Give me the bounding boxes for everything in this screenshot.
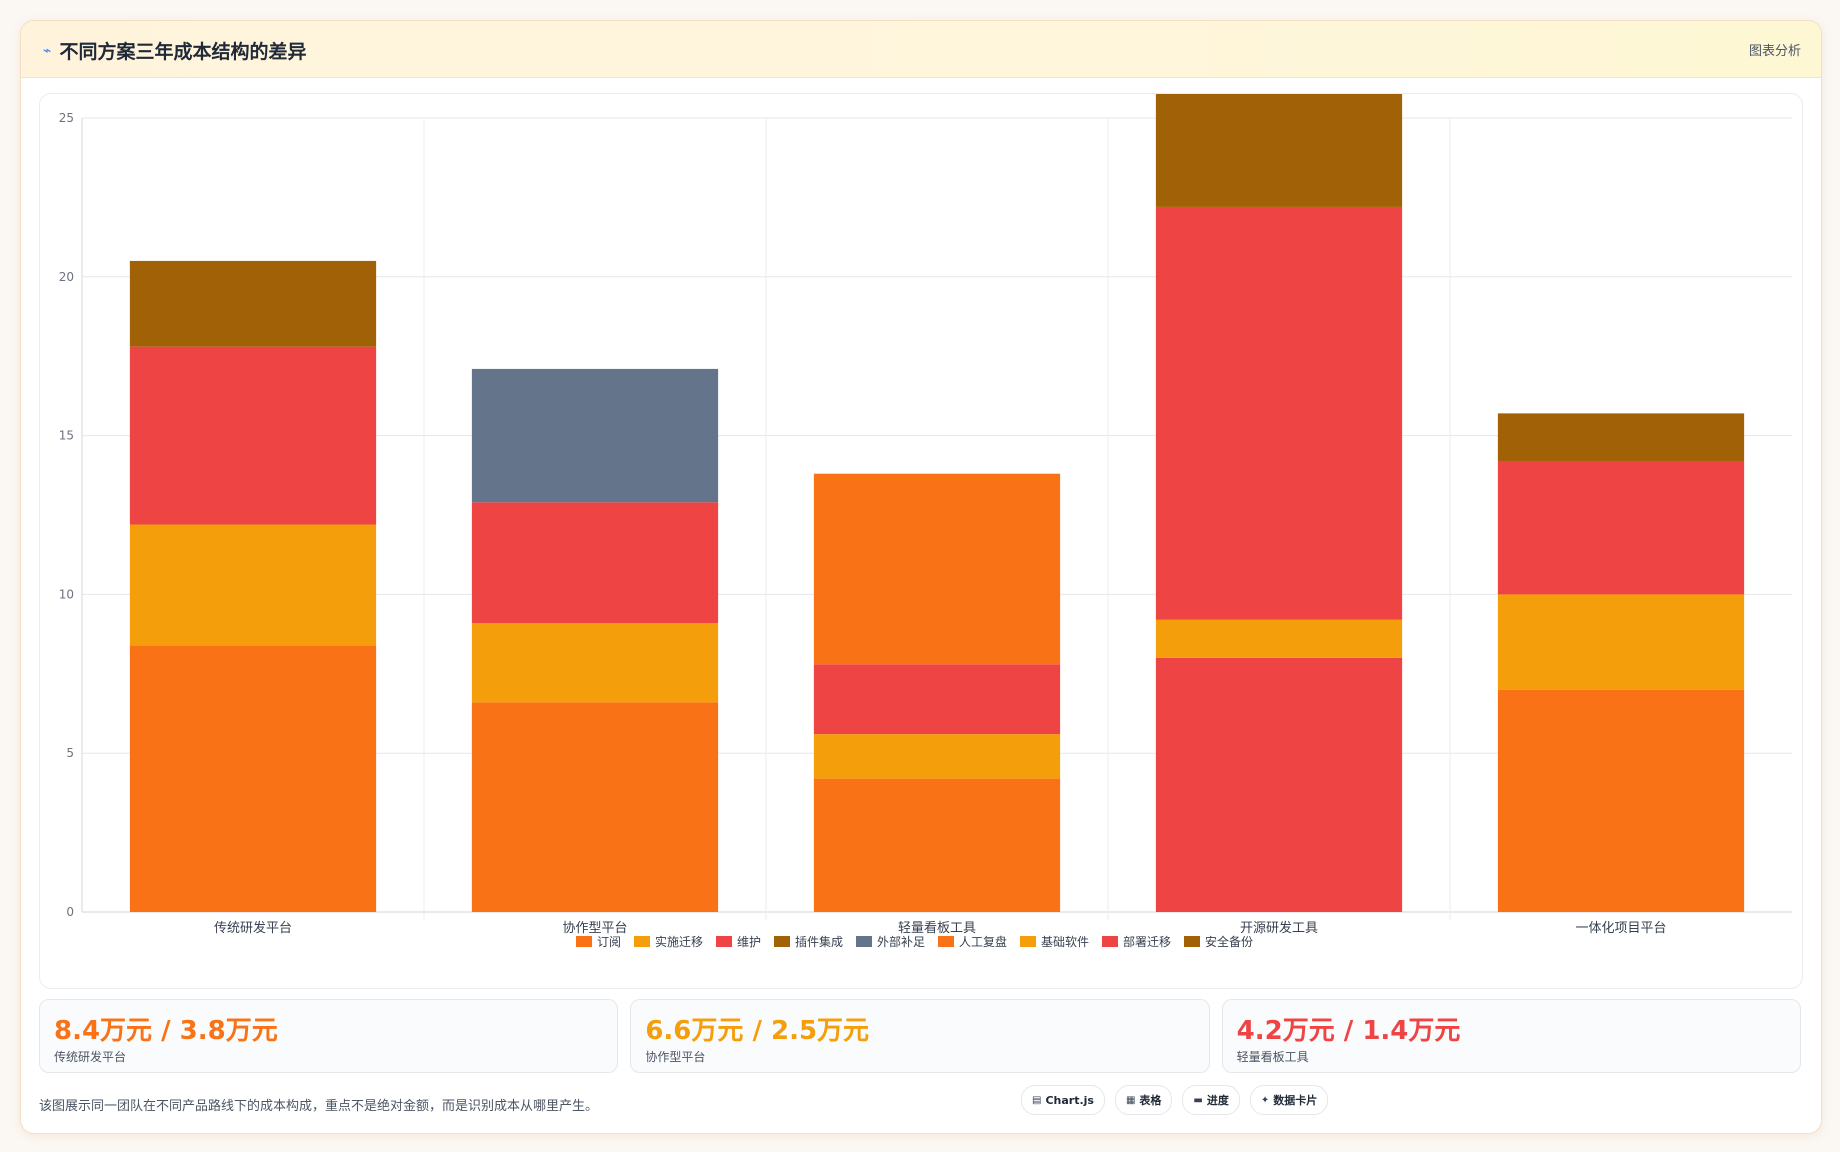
bar-segment bbox=[1497, 461, 1745, 595]
bar-segment bbox=[129, 346, 377, 525]
x-tick-label: 开源研发工具 bbox=[1240, 920, 1318, 936]
stat-value: 8.4万元 / 3.8万元 bbox=[54, 1016, 278, 1046]
legend-swatch bbox=[716, 936, 732, 947]
stacked-bar-chart: 0 5 10 15 20 25 传统研发平台 协作型平台 轻量看板工具 开源研发工具 一体化项目平台… bbox=[59, 94, 1792, 949]
bar-segment bbox=[1155, 206, 1403, 620]
y-tick-label: 25 bbox=[59, 111, 74, 125]
y-tick-label: 15 bbox=[59, 429, 74, 443]
legend-label: 安全备份 bbox=[1205, 934, 1253, 949]
bar-segment bbox=[471, 622, 719, 703]
legend-swatch bbox=[1102, 936, 1118, 947]
legend-label: 外部补足 bbox=[877, 934, 925, 949]
x-tick-label: 传统研发平台 bbox=[214, 920, 292, 936]
tag-progress[interactable]: ▬ 进度 bbox=[1182, 1085, 1240, 1115]
bar-segment bbox=[471, 502, 719, 623]
footer-tags: ▤ Chart.js ▦ 表格 ▬ 进度 ✦ 数据卡片 bbox=[1021, 1085, 1329, 1115]
chart-analysis-button[interactable]: 图表分析 bbox=[1748, 44, 1801, 59]
bar-segment bbox=[129, 645, 377, 912]
bar-segment bbox=[1497, 413, 1745, 462]
bar-segment bbox=[129, 260, 377, 347]
y-tick-label: 10 bbox=[59, 587, 74, 601]
card-header: ⌁ 不同方案三年成本结构的差异 图表分析 bbox=[21, 21, 1821, 78]
tag-data-card[interactable]: ✦ 数据卡片 bbox=[1249, 1085, 1329, 1115]
legend-swatch bbox=[856, 936, 872, 947]
bar-segment bbox=[813, 664, 1061, 735]
tag-chartjs[interactable]: ▤ Chart.js bbox=[1021, 1085, 1105, 1115]
stat-value: 4.2万元 / 1.4万元 bbox=[1236, 1016, 1461, 1046]
legend-swatch bbox=[634, 936, 650, 947]
footer-note: 该图展示同一团队在不同产品路线下的成本构成，重点不是绝对金额，而是识别成本从哪里… bbox=[39, 1099, 599, 1114]
legend-swatch bbox=[938, 936, 954, 947]
legend-label: 订阅 bbox=[597, 935, 621, 949]
legend-swatch bbox=[1184, 936, 1200, 947]
title-text: 不同方案三年成本结构的差异 bbox=[59, 41, 307, 63]
card-icon: ✦ bbox=[1260, 1094, 1270, 1106]
y-tick-label: 20 bbox=[59, 270, 74, 284]
tag-label: 表格 bbox=[1139, 1094, 1162, 1107]
tag-label: Chart.js bbox=[1045, 1093, 1094, 1107]
bar-segment bbox=[129, 524, 377, 646]
bar-segment bbox=[813, 734, 1061, 779]
trend-icon: ⌁ bbox=[43, 42, 52, 59]
stat-card: 4.2万元 / 1.4万元 轻量看板工具 bbox=[1221, 999, 1801, 1073]
chart-icon: ▤ bbox=[1032, 1094, 1042, 1106]
y-tick-label: 0 bbox=[66, 905, 74, 919]
legend-label: 维护 bbox=[737, 935, 761, 949]
legend-swatch bbox=[576, 936, 592, 947]
bar-segment bbox=[1497, 594, 1745, 690]
stat-label: 传统研发平台 bbox=[54, 1050, 127, 1064]
bar-segment bbox=[813, 473, 1061, 665]
legend-label: 部署迁移 bbox=[1123, 934, 1171, 949]
stat-label: 协作型平台 bbox=[645, 1050, 706, 1064]
bar-segment bbox=[1155, 94, 1403, 207]
legend-swatch bbox=[774, 936, 790, 947]
page-title: ⌁ 不同方案三年成本结构的差异 bbox=[43, 37, 306, 64]
tag-label: 数据卡片 bbox=[1273, 1094, 1318, 1107]
legend-label: 基础软件 bbox=[1041, 935, 1089, 949]
x-tick-label: 一体化项目平台 bbox=[1575, 921, 1666, 936]
y-tick-label: 5 bbox=[66, 746, 74, 760]
chart-card: ⌁ 不同方案三年成本结构的差异 图表分析 0 5 10 15 20 25 传统研发平台 协作型… bbox=[20, 20, 1822, 1134]
progress-icon: ▬ bbox=[1193, 1094, 1203, 1106]
stat-label: 轻量看板工具 bbox=[1236, 1050, 1309, 1064]
stat-value: 6.6万元 / 2.5万元 bbox=[645, 1016, 870, 1046]
bar-segment bbox=[471, 368, 719, 503]
bar-segment bbox=[1497, 689, 1745, 912]
bar-segment bbox=[1155, 619, 1403, 658]
tag-table[interactable]: ▦ 表格 bbox=[1114, 1085, 1173, 1115]
legend-label: 人工复盘 bbox=[959, 934, 1007, 949]
legend-label: 实施迁移 bbox=[655, 934, 703, 949]
tag-label: 进度 bbox=[1206, 1094, 1229, 1107]
table-icon: ▦ bbox=[1125, 1094, 1136, 1106]
stat-card: 6.6万元 / 2.5万元 协作型平台 bbox=[630, 999, 1210, 1073]
chart-panel: 0 5 10 15 20 25 传统研发平台 协作型平台 轻量看板工具 开源研发工具 一体化项目平台… bbox=[39, 93, 1803, 989]
bar-segment bbox=[813, 778, 1061, 912]
legend-swatch bbox=[1020, 936, 1036, 947]
stat-card: 8.4万元 / 3.8万元 传统研发平台 bbox=[39, 999, 619, 1073]
bar-segment bbox=[1155, 657, 1403, 912]
x-tick-label: 轻量看板工具 bbox=[898, 920, 976, 936]
x-tick-label: 协作型平台 bbox=[562, 921, 627, 936]
stat-cards: 8.4万元 / 3.8万元 传统研发平台 6.6万元 / 2.5万元 协作型平台… bbox=[39, 999, 1801, 1073]
legend-label: 插件集成 bbox=[795, 934, 843, 949]
bar-segment bbox=[471, 702, 719, 912]
